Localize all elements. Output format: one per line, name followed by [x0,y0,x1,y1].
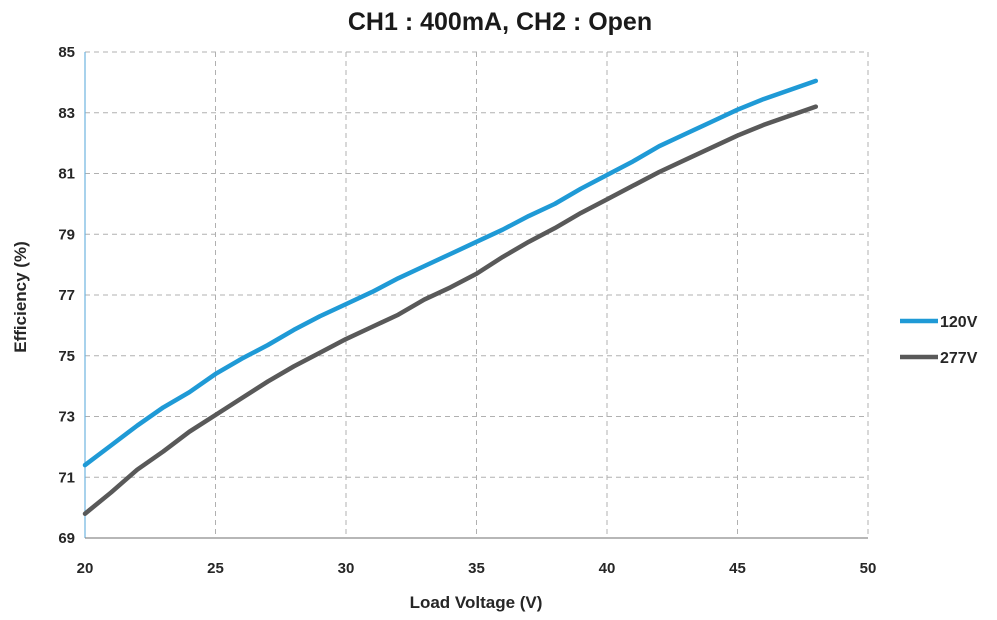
x-tick-label: 50 [860,560,877,577]
x-tick-label: 45 [729,560,746,577]
y-tick-label: 71 [58,469,75,486]
legend: 120V 277V [900,314,978,367]
y-tick-labels: 69 71 73 75 77 79 81 83 85 [58,44,75,547]
axes [84,52,868,539]
y-tick-label: 75 [58,348,75,365]
y-tick-label: 69 [58,530,75,547]
legend-label-120v: 120V [940,314,978,331]
legend-label-277v: 277V [940,350,978,367]
y-tick-label: 85 [58,44,75,61]
x-tick-label: 30 [338,560,355,577]
y-tick-label: 81 [58,166,75,183]
y-tick-label: 83 [58,105,75,122]
x-axis-title: Load Voltage (V) [410,593,543,612]
series-line-120v [82,78,819,468]
chart-title: CH1 : 400mA, CH2 : Open [348,8,652,36]
series-lines [82,78,819,516]
y-tick-label: 79 [58,226,75,243]
x-tick-label: 35 [468,560,485,577]
y-tick-label: 77 [58,287,75,304]
x-tick-labels: 20 25 30 35 40 45 50 [77,560,877,577]
x-tick-label: 40 [599,560,616,577]
y-tick-label: 73 [58,409,75,426]
y-axis-title: Efficiency (%) [11,241,30,352]
x-tick-label: 25 [207,560,224,577]
x-tick-label: 20 [77,560,94,577]
series-line-277v [82,104,819,516]
grid [85,51,869,538]
